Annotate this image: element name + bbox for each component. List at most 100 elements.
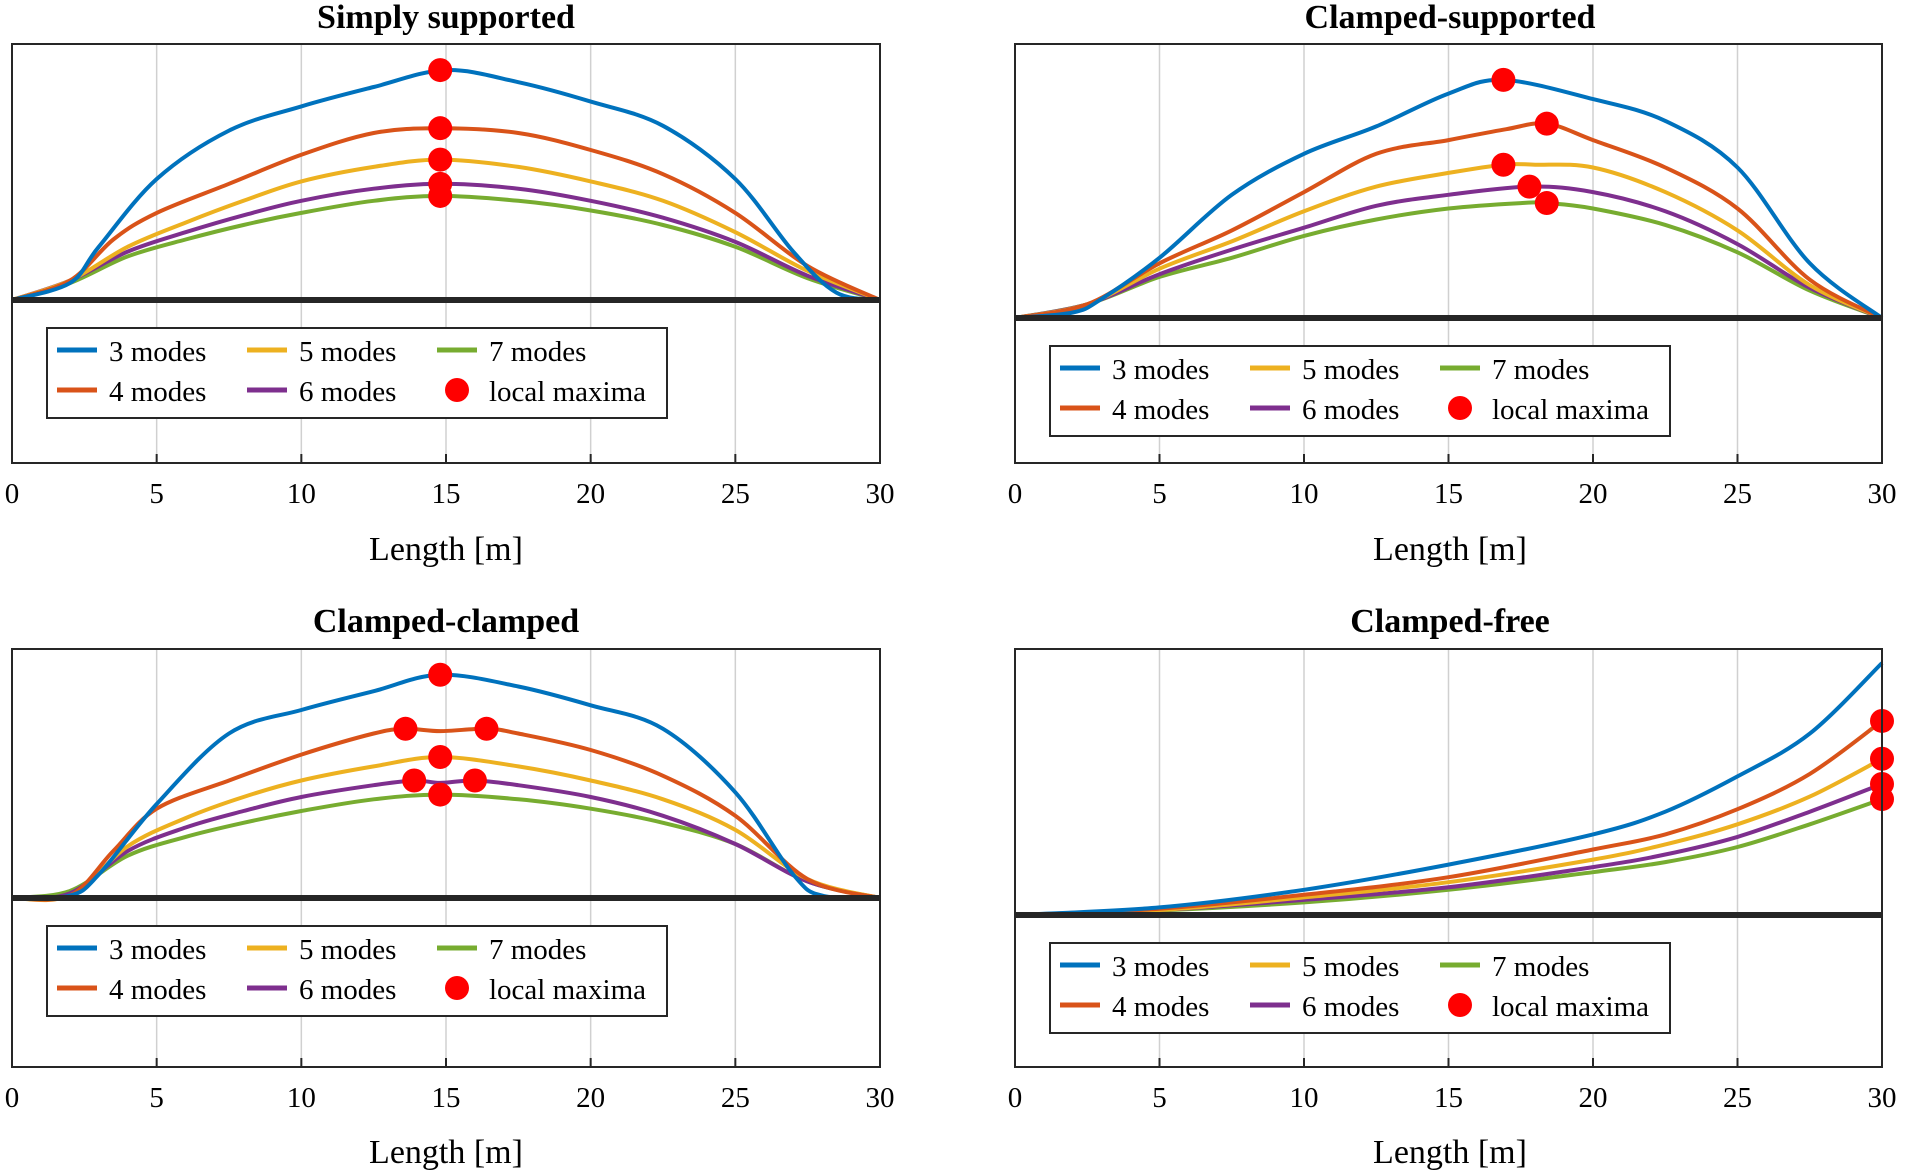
legend-label: 5 modes	[299, 934, 396, 966]
legend-label: local maxima	[489, 974, 646, 1006]
legend-label: 4 modes	[1112, 394, 1209, 426]
series-line-4-modes	[1014, 121, 1883, 320]
local-maximum-point	[1534, 191, 1559, 216]
legend-swatch-local-maxima	[1448, 993, 1472, 1017]
local-maximum-point	[1517, 174, 1542, 199]
local-maximum-point	[1534, 111, 1559, 136]
legend-label: 7 modes	[489, 336, 586, 368]
panel-title: Clamped-clamped	[313, 603, 579, 640]
local-maximum-point	[402, 768, 427, 793]
series-line-5-modes	[1014, 162, 1883, 320]
panel-clamped-supported: Clamped-supported Length [m]	[1305, 0, 1596, 568]
x-tick-label: 30	[1868, 1082, 1897, 1114]
x-axis-label: Length [m]	[1373, 1134, 1527, 1171]
legend-swatch-local-maxima	[1448, 396, 1472, 420]
x-tick-label: 5	[1152, 1082, 1167, 1114]
x-tick-label: 30	[866, 478, 895, 510]
series-line-3-modes	[1014, 77, 1884, 320]
legend-label: 7 modes	[489, 934, 586, 966]
panel-clamped-clamped: Clamped-clamped Length [m]	[313, 603, 579, 1171]
series-line-3-modes	[1014, 661, 1884, 917]
series-line-5-modes	[11, 157, 881, 302]
legend-box	[46, 925, 668, 1017]
x-tick-label: 20	[576, 478, 605, 510]
local-maximum-point	[428, 745, 453, 769]
local-maximum-point	[428, 147, 453, 172]
series-line-5-modes	[11, 755, 881, 903]
x-tick-label: 5	[149, 1082, 164, 1114]
legend-label: local maxima	[1492, 991, 1649, 1023]
x-tick-label: 10	[1290, 1082, 1319, 1114]
panel-title: Clamped-supported	[1305, 0, 1596, 36]
legend-swatch-local-maxima	[445, 378, 469, 402]
x-tick-label: 5	[1152, 478, 1167, 510]
legend-label: 3 modes	[1112, 951, 1209, 983]
x-tick-label: 25	[1723, 478, 1752, 510]
legend: 3 modes 5 modes 7 modes 4 modes 6 modes local…	[1049, 942, 1671, 1034]
x-tick-label: 0	[5, 1082, 20, 1114]
panel-title: Simply supported	[317, 0, 575, 36]
legend: 3 modes 5 modes 7 modes 4 modes 6 modes local…	[1049, 345, 1671, 437]
series-line-4-modes	[11, 126, 881, 302]
legend-label: 6 modes	[1302, 394, 1399, 426]
local-maximum-point	[428, 183, 453, 208]
x-tick-label: 25	[721, 1082, 750, 1114]
x-tick-label: 15	[432, 1082, 461, 1114]
local-maximum-point	[1491, 67, 1516, 92]
series-line-7-modes	[11, 193, 881, 302]
x-tick-label: 20	[576, 1082, 605, 1114]
x-tick-label: 30	[866, 1082, 895, 1114]
x-tick-label: 20	[1579, 1082, 1608, 1114]
x-axis-label: Length [m]	[1373, 531, 1527, 568]
legend-label: 4 modes	[109, 974, 206, 1006]
legend-label: local maxima	[1492, 394, 1649, 426]
legend-label: 7 modes	[1492, 354, 1589, 386]
legend-label: 3 modes	[109, 934, 206, 966]
series-line-6-modes	[1014, 184, 1883, 320]
x-tick-label: 10	[287, 1082, 316, 1114]
legend-swatch-local-maxima	[445, 976, 469, 1000]
local-maximum-point	[1491, 152, 1516, 177]
local-maximum-point	[428, 662, 453, 687]
legend-label: 7 modes	[1492, 951, 1589, 983]
x-axis-label: Length [m]	[369, 531, 523, 568]
legend: 3 modes 5 modes 7 modes 4 modes 6 modes local…	[46, 925, 668, 1017]
series-line-6-modes	[11, 778, 881, 901]
plot-area-3: 0 5 10 15 20 25 30 3 modes 5 modes 7 modes 4 modes…	[1008, 648, 1897, 1114]
x-tick-label: 10	[1290, 478, 1319, 510]
x-tick-label: 15	[1434, 478, 1463, 510]
legend-label: 6 modes	[1302, 991, 1399, 1023]
panel-title: Clamped-free	[1350, 603, 1550, 640]
x-axis-label: Length [m]	[369, 1134, 523, 1171]
legend-label: 5 modes	[1302, 951, 1399, 983]
x-tick-label: 0	[5, 478, 20, 510]
x-tick-label: 25	[1723, 1082, 1752, 1114]
legend-label: 3 modes	[109, 336, 206, 368]
x-tick-label: 20	[1579, 478, 1608, 510]
legend-box	[46, 327, 668, 419]
x-tick-label: 25	[721, 478, 750, 510]
local-maximum-point	[428, 782, 453, 807]
x-tick-label: 5	[149, 478, 164, 510]
panel-clamped-free: Clamped-free Length [m]	[1350, 603, 1550, 1171]
series-line-7-modes	[1014, 200, 1883, 320]
local-maximum-point	[462, 768, 487, 793]
legend-box	[1049, 345, 1671, 437]
plot-area-2: 0 5 10 15 20 25 30 3 modes 5 modes 7 modes 4 modes…	[5, 648, 895, 1114]
legend-label: 3 modes	[1112, 354, 1209, 386]
legend-label: 6 modes	[299, 376, 396, 408]
legend-label: 4 modes	[1112, 991, 1209, 1023]
legend-label: 5 modes	[1302, 354, 1399, 386]
legend-box	[1049, 942, 1671, 1034]
legend-label: 6 modes	[299, 974, 396, 1006]
x-tick-label: 15	[432, 478, 461, 510]
x-tick-label: 0	[1008, 478, 1023, 510]
x-tick-label: 30	[1868, 478, 1897, 510]
local-maximum-point	[393, 716, 418, 741]
plot-area-0: 0 5 10 15 20 25 30 3 modes 5 modes 7 modes 4 modes…	[5, 43, 895, 510]
legend: 3 modes 5 modes 7 modes 4 modes 6 modes local…	[46, 327, 668, 419]
x-tick-label: 15	[1434, 1082, 1463, 1114]
plot-area-1: 0 5 10 15 20 25 30 3 modes 5 modes 7 modes 4 modes…	[1008, 43, 1897, 510]
local-maximum-point	[428, 116, 453, 141]
